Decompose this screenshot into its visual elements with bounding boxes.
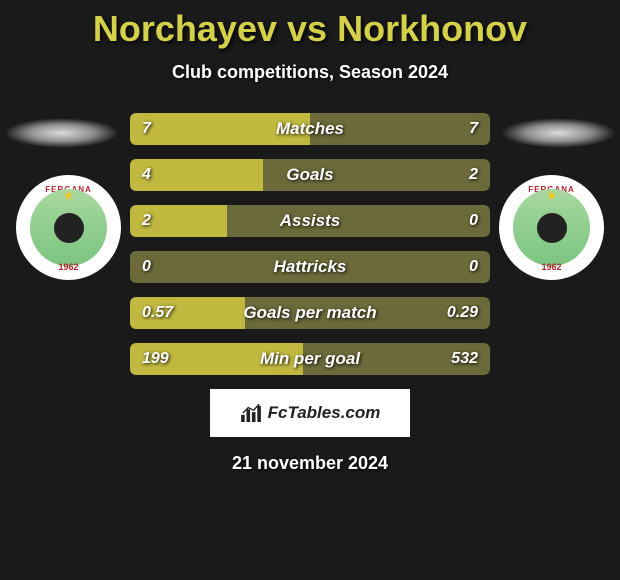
badge-inner: ★ <box>30 189 108 267</box>
stat-label: Min per goal <box>130 343 490 375</box>
logo-shadow-right <box>501 118 616 148</box>
stat-row: 199532Min per goal <box>130 343 490 375</box>
player1-name: Norchayev <box>93 8 277 49</box>
team-logo-right: FERGANA ★ 1962 <box>499 175 604 280</box>
brand-box: FcTables.com <box>210 389 410 437</box>
stat-label: Goals <box>130 159 490 191</box>
badge-right: FERGANA ★ 1962 <box>499 175 604 280</box>
badge-bottom-text: 1962 <box>541 262 561 272</box>
comparison-card: Norchayev vs Norkhonov Club competitions… <box>0 0 620 580</box>
brand-chart-icon <box>240 404 262 422</box>
brand-label: FcTables.com <box>268 403 381 423</box>
stat-row: 42Goals <box>130 159 490 191</box>
stats-bars: 77Matches 42Goals 20Assists 00Hattricks 0.57… <box>130 113 490 375</box>
subtitle: Club competitions, Season 2024 <box>0 62 620 83</box>
stat-label: Hattricks <box>130 251 490 283</box>
date-label: 21 november 2024 <box>0 453 620 474</box>
badge-inner: ★ <box>513 189 591 267</box>
stat-label: Assists <box>130 205 490 237</box>
team-logo-left: FERGANA ★ 1962 <box>16 175 121 280</box>
stat-row: 20Assists <box>130 205 490 237</box>
player2-name: Norkhonov <box>337 8 527 49</box>
stat-row: 77Matches <box>130 113 490 145</box>
ball-icon <box>54 213 84 243</box>
ball-icon <box>537 213 567 243</box>
stat-label: Goals per match <box>130 297 490 329</box>
logo-shadow-left <box>4 118 119 148</box>
stat-row: 00Hattricks <box>130 251 490 283</box>
badge-bottom-text: 1962 <box>58 262 78 272</box>
page-title: Norchayev vs Norkhonov <box>0 0 620 50</box>
vs-separator: vs <box>287 8 327 49</box>
star-icon: ★ <box>62 187 75 204</box>
star-icon: ★ <box>545 187 558 204</box>
badge-left: FERGANA ★ 1962 <box>16 175 121 280</box>
stat-row: 0.570.29Goals per match <box>130 297 490 329</box>
stat-label: Matches <box>130 113 490 145</box>
